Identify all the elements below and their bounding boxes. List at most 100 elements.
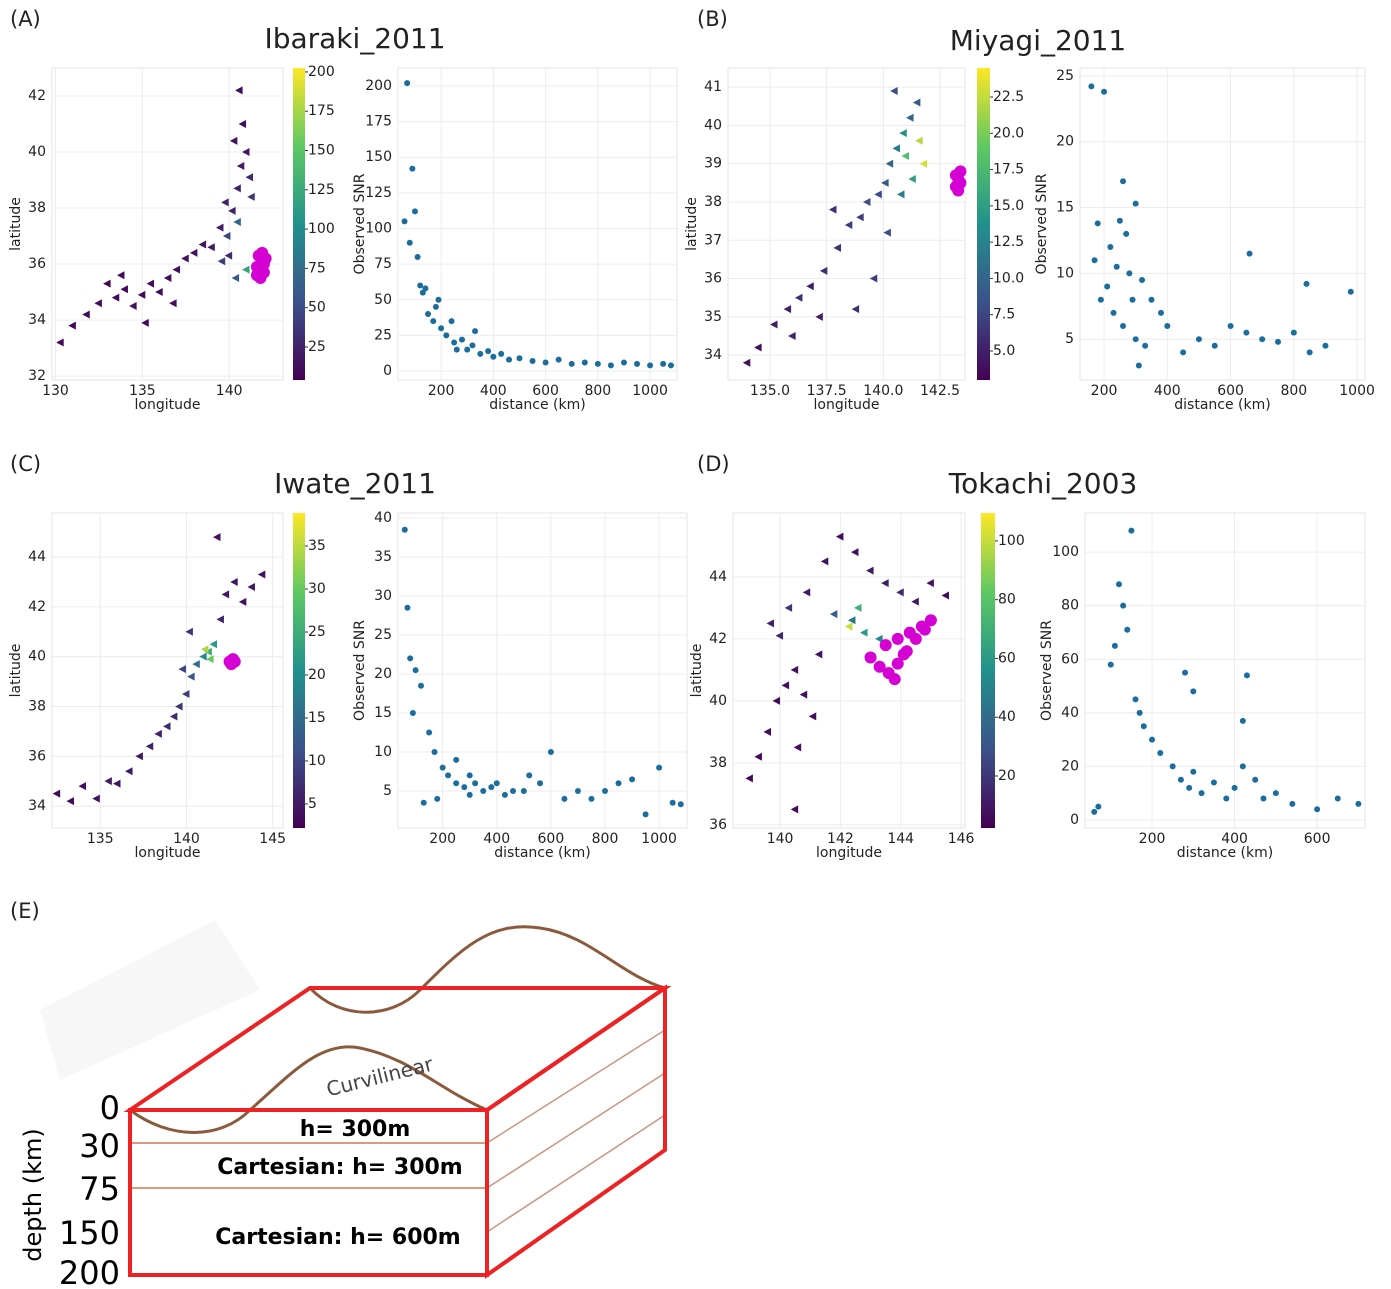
- source-point: [897, 648, 910, 661]
- point: [574, 788, 581, 795]
- point: [1132, 336, 1139, 343]
- station: [851, 305, 860, 314]
- point: [542, 359, 549, 366]
- station: [221, 198, 229, 207]
- point: [602, 788, 609, 795]
- x-tick-label: 600: [1304, 831, 1331, 847]
- station: [181, 690, 190, 699]
- point: [667, 362, 674, 369]
- x-axis-label: distance (km): [494, 845, 590, 861]
- station: [899, 129, 907, 138]
- point: [472, 780, 479, 787]
- colorbar: [981, 513, 995, 828]
- point: [1210, 779, 1217, 786]
- station: [207, 243, 215, 252]
- point: [1243, 329, 1250, 336]
- y-tick-label: 15: [374, 705, 392, 721]
- station: [919, 159, 928, 168]
- point: [642, 811, 649, 818]
- station: [833, 243, 841, 252]
- layer-line: [486, 1029, 666, 1144]
- y-tick-label: 44: [28, 549, 46, 565]
- point: [607, 362, 614, 369]
- point: [477, 350, 484, 357]
- point: [485, 348, 492, 355]
- station: [56, 338, 64, 347]
- station: [788, 331, 796, 340]
- station: [229, 136, 238, 145]
- station: [217, 257, 226, 266]
- plot-frame: [51, 512, 284, 829]
- point: [1303, 280, 1310, 287]
- point: [493, 780, 500, 787]
- y-tick-label: 30: [374, 588, 392, 604]
- colorbar-tick-label: 10: [308, 753, 326, 769]
- station: [766, 619, 775, 628]
- station: [206, 655, 214, 664]
- colorbar-tick-label: 20: [998, 768, 1016, 784]
- colorbar-tick-label: 60: [998, 650, 1016, 666]
- station: [869, 274, 878, 283]
- point: [1148, 296, 1155, 303]
- station: [892, 144, 900, 153]
- point: [1120, 178, 1127, 185]
- point: [1094, 220, 1101, 227]
- chart-title: Tokachi_2003: [948, 467, 1138, 500]
- station: [829, 610, 838, 619]
- point: [407, 655, 414, 662]
- point: [1128, 527, 1135, 534]
- box-side: [485, 984, 667, 1279]
- colorbar-tick-label: 10.0: [993, 270, 1024, 286]
- station: [238, 120, 247, 129]
- y-tick-label: 35: [374, 549, 392, 565]
- point: [1289, 800, 1296, 807]
- point: [1136, 709, 1143, 716]
- y-tick-label: 75: [374, 256, 392, 272]
- panel-label: (B): [697, 7, 728, 31]
- point: [1169, 763, 1176, 770]
- station: [137, 290, 146, 299]
- station: [135, 752, 143, 761]
- point: [490, 353, 497, 360]
- point: [409, 710, 416, 717]
- station: [814, 650, 823, 659]
- station: [103, 279, 111, 288]
- x-tick-label: 800: [592, 831, 619, 847]
- station: [763, 727, 771, 736]
- point: [547, 749, 554, 756]
- station: [187, 672, 195, 681]
- point: [472, 328, 479, 335]
- panel-label: (D): [697, 452, 730, 476]
- y-tick-label: 34: [28, 798, 46, 814]
- station: [906, 113, 914, 122]
- x-tick-label: 140: [216, 383, 243, 399]
- station: [242, 148, 250, 157]
- station: [790, 665, 799, 674]
- station: [163, 274, 172, 283]
- station: [875, 634, 883, 643]
- station: [245, 173, 253, 182]
- station: [794, 293, 803, 302]
- colorbar-tick-label: 100: [308, 221, 335, 237]
- station: [941, 591, 949, 600]
- point: [459, 336, 466, 343]
- y-tick-label: 38: [28, 200, 46, 216]
- y-axis-label: latitude: [689, 644, 705, 698]
- station: [247, 582, 255, 591]
- x-axis-label: longitude: [135, 845, 201, 861]
- y-tick-label: 20: [1056, 134, 1074, 150]
- colorbar-tick-label: 40: [998, 709, 1016, 725]
- station: [233, 184, 241, 193]
- point: [1164, 323, 1171, 330]
- depth-tick: 75: [79, 1170, 120, 1208]
- point: [1116, 581, 1123, 588]
- point: [1129, 296, 1136, 303]
- colorbar-tick-label: 175: [308, 103, 335, 119]
- station: [154, 729, 162, 738]
- station: [860, 628, 868, 637]
- x-tick-label: 137.5: [807, 383, 847, 399]
- station: [828, 205, 837, 214]
- point: [1097, 296, 1104, 303]
- plot-frame: [1084, 512, 1366, 829]
- y-tick-label: 38: [709, 755, 727, 771]
